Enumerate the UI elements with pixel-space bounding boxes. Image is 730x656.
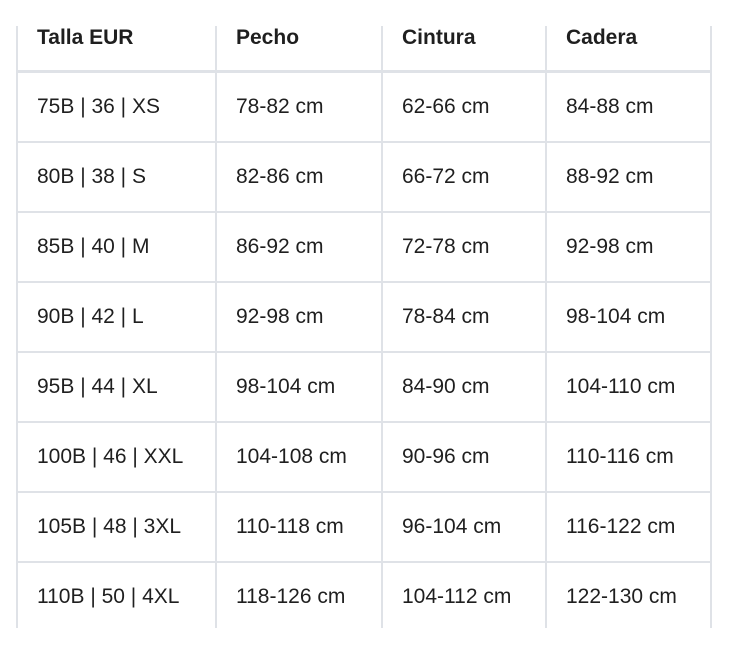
talla-cell: 80B | 38 | S [18, 143, 217, 211]
cintura-cell: 62-66 cm [383, 73, 547, 141]
cadera-cell: 88-92 cm [566, 165, 654, 188]
table-row: 105B | 48 | 3XL 110-118 cm 96-104 cm 116-12… [18, 493, 710, 563]
cintura-cell: 104-112 cm [383, 563, 547, 628]
header-talla-eur: Talla EUR [18, 26, 217, 70]
cadera-cell: 116-122 cm [566, 515, 676, 538]
pecho-cell: 92-98 cm [217, 283, 383, 351]
pecho-cell: 98-104 cm [217, 353, 383, 421]
table-row: 100B | 46 | XXL 104-108 cm 90-96 cm 110-116… [18, 423, 710, 493]
cintura-cell: 96-104 cm [383, 493, 547, 561]
talla-cell: 85B | 40 | M [18, 213, 217, 281]
header-cadera: Cadera [566, 26, 638, 49]
cintura-cell: 72-78 cm [383, 213, 547, 281]
cintura-cell: 84-90 cm [383, 353, 547, 421]
table-row: 85B | 40 | M 86-92 cm 72-78 cm 92-98 cm [18, 213, 710, 283]
cadera-cell: 84-88 cm [566, 95, 654, 118]
pecho-cell: 118-126 cm [217, 563, 383, 628]
header-pecho: Pecho [217, 26, 383, 70]
cadera-cell: 92-98 cm [566, 235, 654, 258]
talla-cell: 75B | 36 | XS [18, 73, 217, 141]
table-row: 90B | 42 | L 92-98 cm 78-84 cm 98-104 cm [18, 283, 710, 353]
cintura-cell: 66-72 cm [383, 143, 547, 211]
table-row: 75B | 36 | XS 78-82 cm 62-66 cm 84-88 cm [18, 73, 710, 143]
talla-cell: 90B | 42 | L [18, 283, 217, 351]
pecho-cell: 86-92 cm [217, 213, 383, 281]
talla-cell: 105B | 48 | 3XL [18, 493, 217, 561]
talla-cell: 95B | 44 | XL [18, 353, 217, 421]
cadera-cell: 98-104 cm [566, 305, 666, 328]
cadera-cell: 104-110 cm [566, 375, 676, 398]
table-header-row: Talla EUR Pecho Cintura Cadera [18, 26, 710, 73]
cintura-cell: 90-96 cm [383, 423, 547, 491]
cadera-cell: 110-116 cm [566, 445, 674, 468]
pecho-cell: 78-82 cm [217, 73, 383, 141]
header-cintura: Cintura [383, 26, 547, 70]
talla-cell: 100B | 46 | XXL [18, 423, 217, 491]
size-chart-table: Talla EUR Pecho Cintura Cadera 75B | 36 … [16, 26, 712, 628]
pecho-cell: 110-118 cm [217, 493, 383, 561]
table-row: 80B | 38 | S 82-86 cm 66-72 cm 88-92 cm [18, 143, 710, 213]
table-row: 110B | 50 | 4XL 118-126 cm 104-112 cm 122-1… [18, 563, 710, 628]
cadera-cell: 122-130 cm [566, 585, 677, 608]
pecho-cell: 82-86 cm [217, 143, 383, 211]
cintura-cell: 78-84 cm [383, 283, 547, 351]
table-row: 95B | 44 | XL 98-104 cm 84-90 cm 104-110 cm [18, 353, 710, 423]
talla-cell: 110B | 50 | 4XL [18, 563, 217, 628]
pecho-cell: 104-108 cm [217, 423, 383, 491]
